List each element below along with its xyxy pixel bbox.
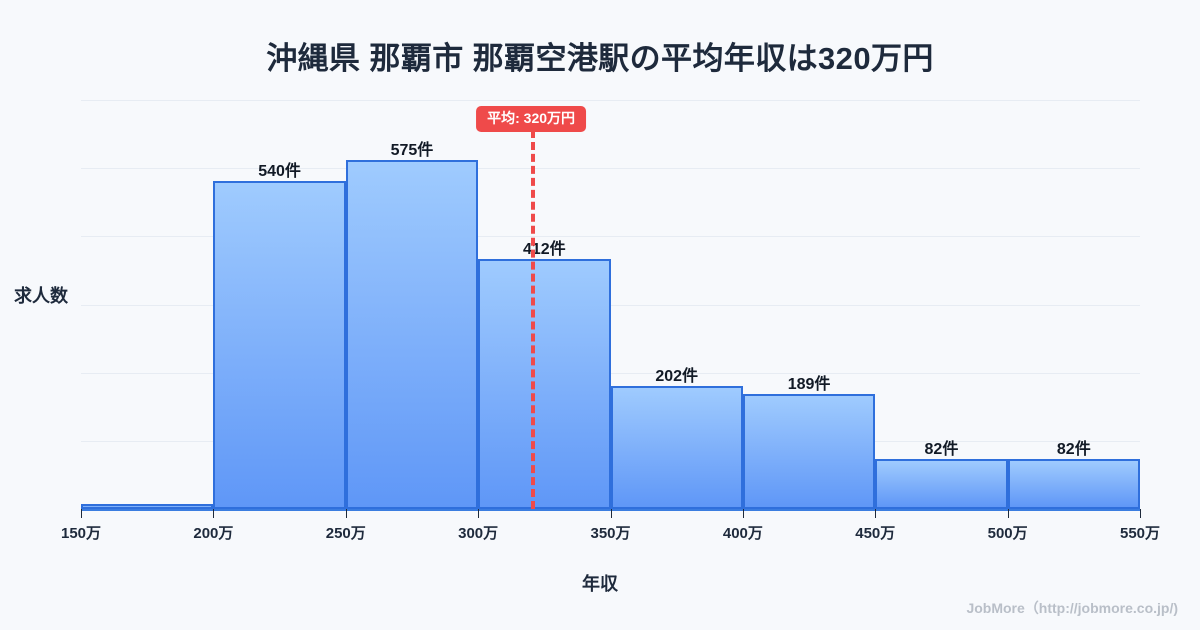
x-axis-tick bbox=[1140, 509, 1141, 518]
histogram-bar[interactable] bbox=[478, 258, 611, 509]
average-badge: 平均: 320万円 bbox=[476, 106, 587, 132]
average-line bbox=[531, 130, 536, 509]
x-axis-title: 年収 bbox=[582, 574, 618, 594]
x-axis-tick bbox=[478, 509, 480, 518]
x-axis-tick-label: 300万 bbox=[458, 525, 499, 542]
gridline bbox=[81, 236, 1140, 238]
x-axis-tick bbox=[610, 509, 612, 518]
gridline bbox=[81, 372, 1140, 374]
x-axis-tick bbox=[742, 509, 744, 518]
x-axis-tick-label: 500万 bbox=[987, 525, 1028, 542]
x-axis-tick-label: 250万 bbox=[325, 525, 366, 542]
x-axis-tick-label: 150万 bbox=[60, 525, 102, 542]
histogram-bar[interactable] bbox=[610, 386, 743, 509]
histogram-bar[interactable] bbox=[875, 459, 1008, 509]
x-axis-tick bbox=[1007, 509, 1009, 518]
x-axis-tick-label: 550万 bbox=[1119, 525, 1161, 542]
bar-value-label: 540件 bbox=[258, 162, 301, 180]
gridline bbox=[81, 168, 1140, 170]
histogram-bar[interactable] bbox=[81, 504, 214, 509]
gridline bbox=[81, 100, 1140, 101]
histogram-bar[interactable] bbox=[742, 394, 876, 509]
x-axis-tick bbox=[875, 509, 877, 518]
histogram-bar[interactable] bbox=[345, 159, 479, 509]
x-axis-tick-label: 400万 bbox=[722, 525, 763, 542]
chart-title: 沖縄県 那覇市 那覇空港駅の平均年収は320万円 bbox=[266, 41, 934, 76]
x-axis-tick-label: 350万 bbox=[590, 525, 631, 542]
bar-value-label: 82件 bbox=[924, 441, 959, 459]
watermark: JobMore（http://jobmore.co.jp/) bbox=[966, 600, 1178, 616]
histogram-bar[interactable] bbox=[213, 180, 346, 509]
gridline bbox=[81, 304, 1140, 306]
x-axis-tick-label: 450万 bbox=[855, 525, 896, 542]
x-axis-tick bbox=[81, 509, 82, 518]
histogram-bar[interactable] bbox=[1007, 459, 1140, 509]
y-axis-title: 求人数 bbox=[14, 286, 68, 306]
bar-value-label: 82件 bbox=[1056, 441, 1091, 459]
x-axis-tick bbox=[345, 509, 347, 518]
x-axis-tick-label: 200万 bbox=[193, 525, 234, 542]
bar-value-label: 189件 bbox=[787, 376, 831, 394]
bar-value-label: 412件 bbox=[522, 240, 566, 258]
bar-value-label: 575件 bbox=[390, 141, 434, 159]
x-axis-tick bbox=[213, 509, 215, 518]
bar-value-label: 202件 bbox=[655, 368, 699, 386]
plot-area: 540件 575件 412件 202件 189件 82件 82件 bbox=[81, 100, 1140, 509]
